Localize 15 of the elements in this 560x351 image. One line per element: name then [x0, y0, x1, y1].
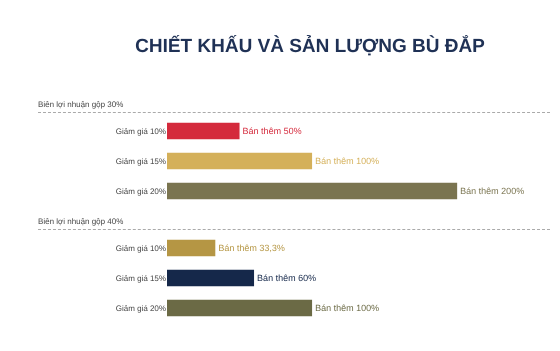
- text: Biên lợi nhuận gộp 40%: [38, 217, 550, 230]
- y-tick-label: Giảm giá 10%: [116, 126, 166, 136]
- text: Biên lợi nhuận gộp 30%: [38, 100, 550, 113]
- data-label: Bán thêm 50%: [242, 126, 302, 136]
- data-label: Bán thêm 60%: [257, 273, 316, 283]
- data-label: Bán thêm 100%: [315, 156, 380, 166]
- y-tick-label: Giảm giá 15%: [116, 156, 166, 166]
- y-tick-label: Giảm giá 15%: [116, 274, 166, 283]
- chart-title: CHIẾT KHẤU VÀ SẢN LƯỢNG BÙ ĐẮP: [134, 36, 486, 58]
- y-tick-label: Giảm giá 20%: [116, 304, 166, 313]
- data-label: Bán thêm 100%: [315, 303, 380, 313]
- y-tick-label: Giảm giá 20%: [116, 186, 166, 196]
- y-tick-label: Giảm giá 10%: [116, 244, 166, 253]
- data-label: Bán thêm 200%: [460, 186, 524, 196]
- data-label: Bán thêm 33,3%: [218, 243, 285, 253]
